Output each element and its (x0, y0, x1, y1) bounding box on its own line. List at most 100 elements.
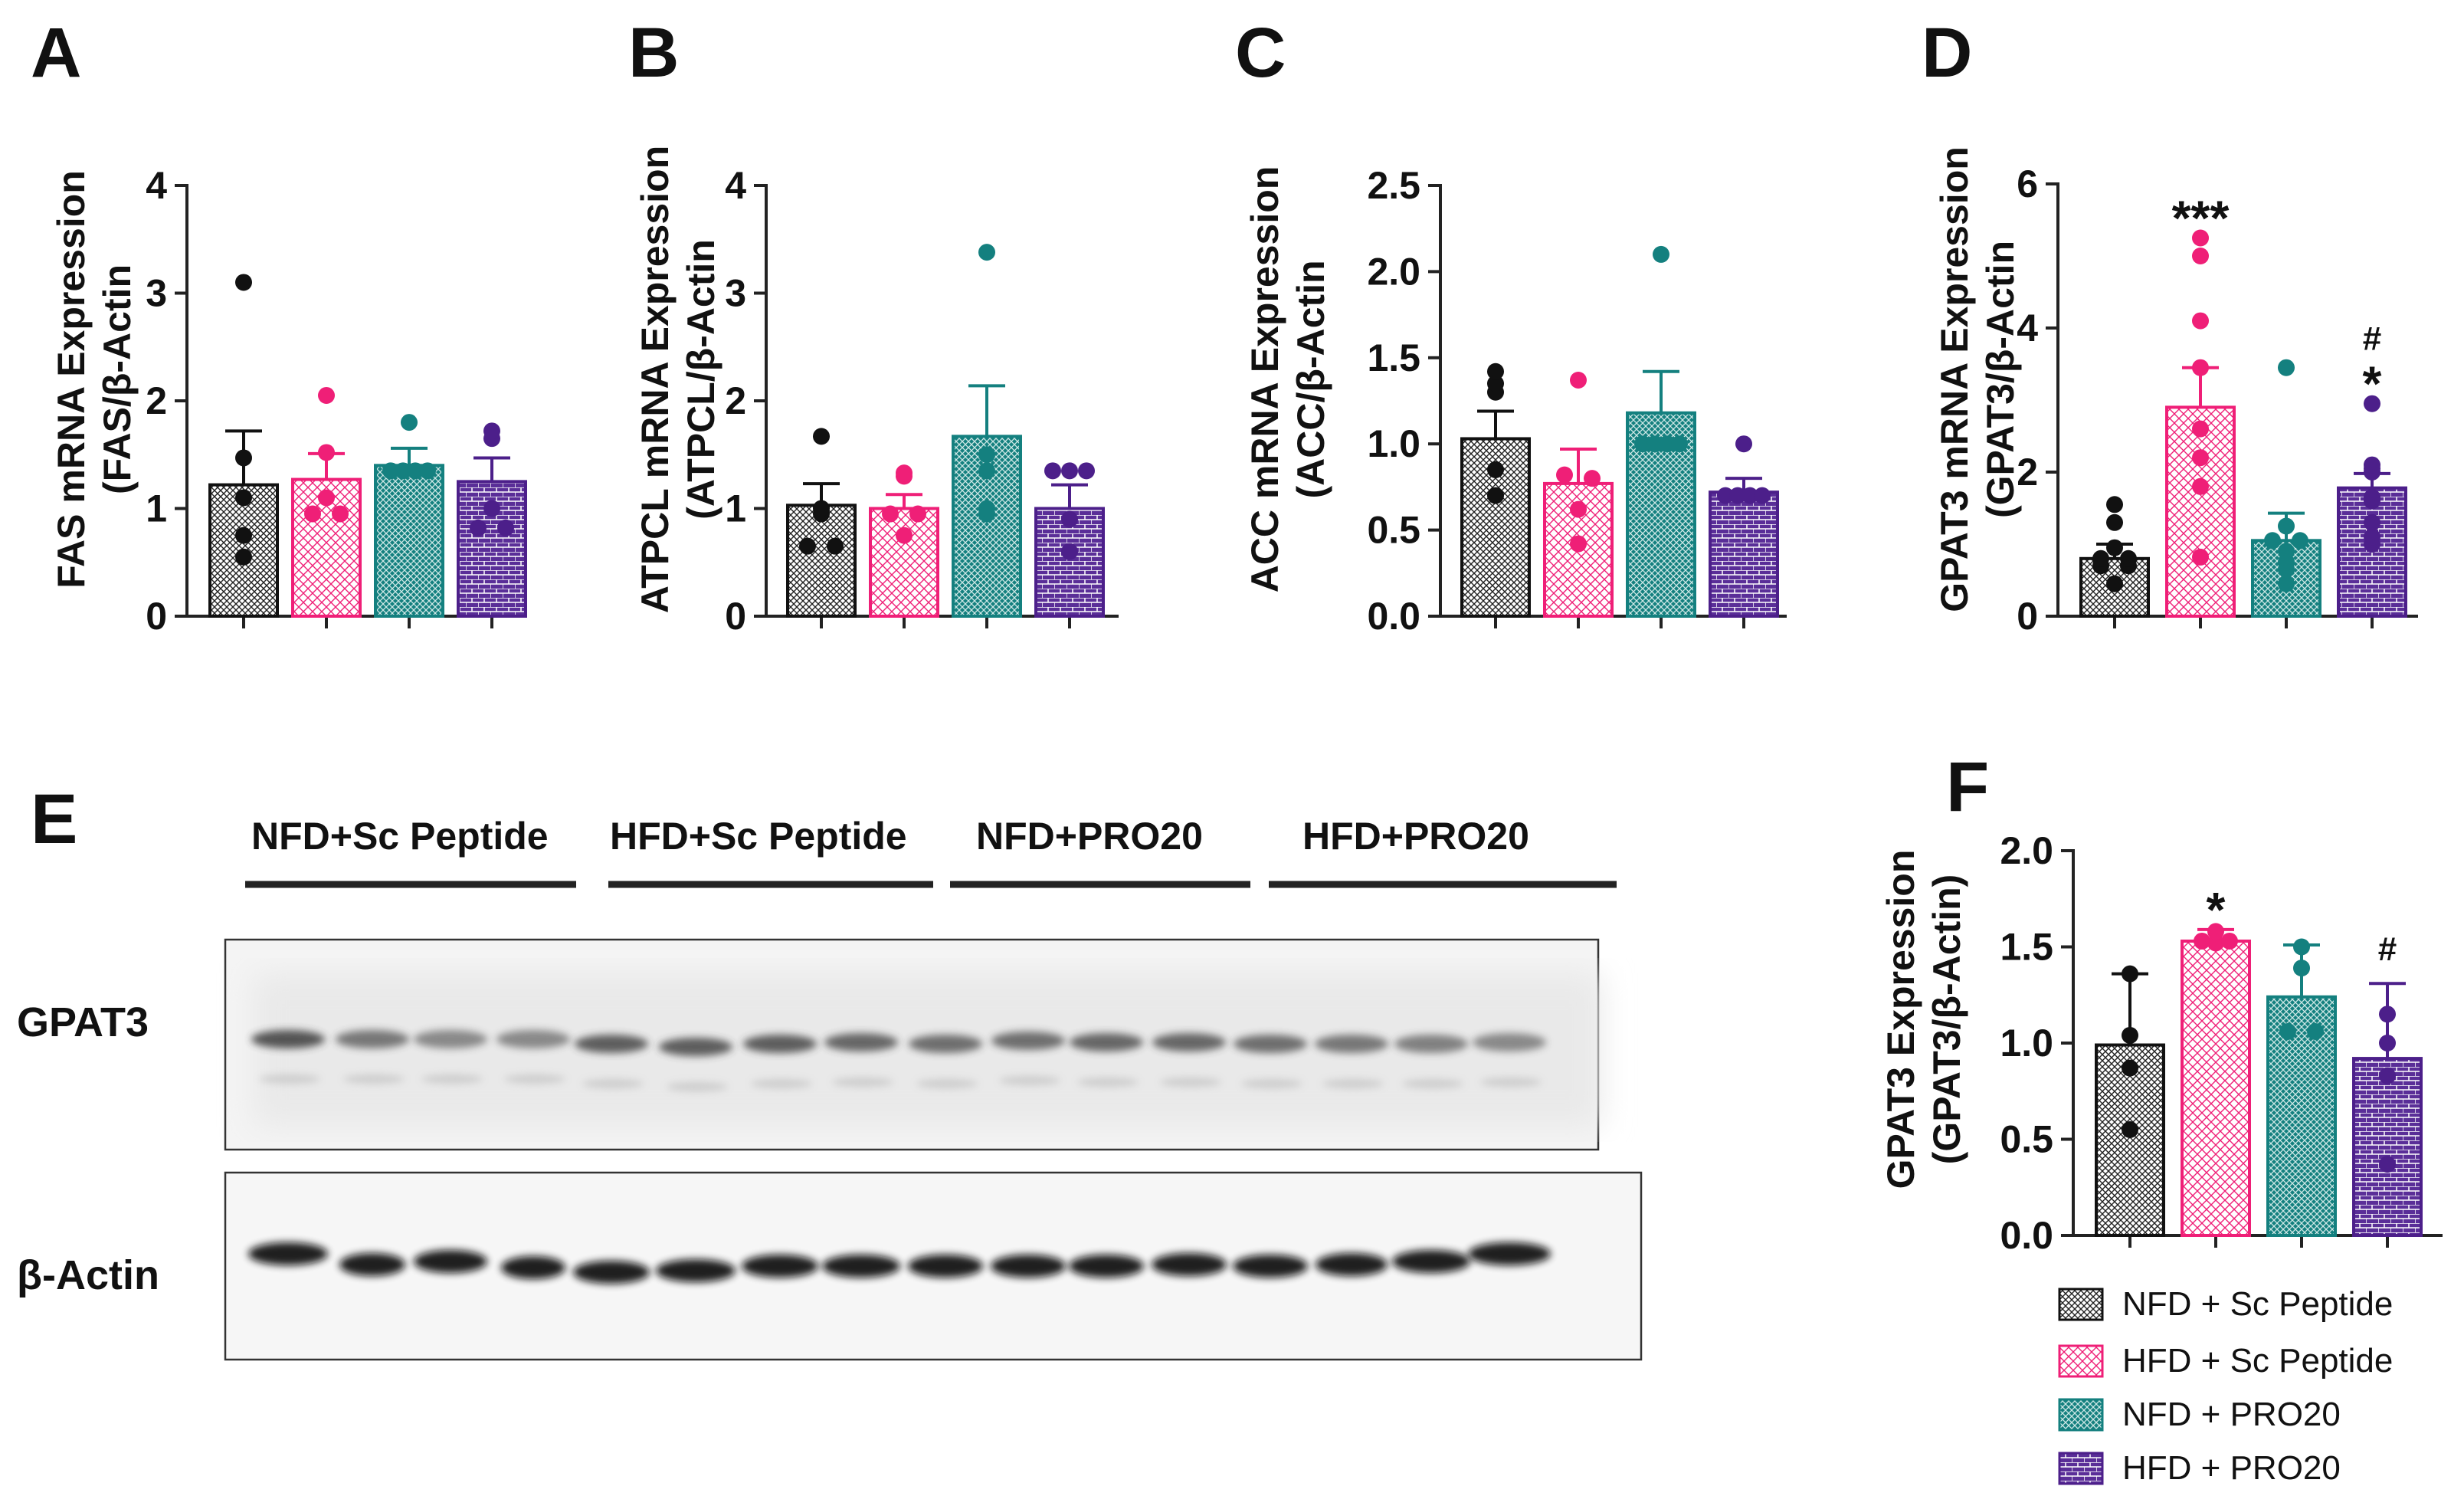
y-tick-label-f: 2.0 (2000, 829, 2053, 872)
data-point-f-2 (2221, 932, 2238, 950)
ylabel-a-line1: FAS mRNA Expression (50, 170, 93, 589)
y-tick-label-b: 2 (725, 379, 746, 422)
data-point-b-4 (1061, 510, 1078, 528)
data-point-c-3 (1671, 435, 1688, 453)
data-point-f-1 (2122, 965, 2138, 983)
data-point-c-2 (1556, 466, 1573, 484)
data-point-b-4 (1061, 543, 1078, 560)
data-point-b-4 (1044, 462, 1061, 480)
significance-label-d: *** (2172, 191, 2230, 246)
data-point-a-2 (318, 386, 335, 404)
data-point-c-2 (1570, 535, 1587, 553)
data-point-a-2 (332, 505, 349, 523)
data-point-c-3 (1646, 435, 1663, 453)
blot-band-actin (573, 1261, 650, 1284)
data-point-b-3 (978, 244, 995, 261)
blot-band-gpat3 (991, 1032, 1065, 1050)
blot-band-actin (1069, 1255, 1144, 1278)
y-tick-label-a: 0 (146, 595, 167, 638)
data-point-c-1 (1487, 363, 1504, 380)
panel-letter-a: A (31, 14, 81, 92)
blot-group-label-1: NFD+Sc Peptide (251, 815, 549, 858)
data-point-d-2 (2192, 477, 2209, 495)
data-point-c-3 (1653, 245, 1669, 263)
y-tick-label-d: 2 (2017, 451, 2038, 494)
data-point-b-1 (813, 428, 830, 445)
chart-f: 0.0 0.5 1.0 1.5 2.0 * # (2000, 829, 2443, 1257)
blot-band-gpat3-faint (343, 1074, 405, 1084)
blot-band-gpat3 (1473, 1033, 1546, 1051)
bar-d-2 (2165, 405, 2236, 618)
data-point-c-2 (1584, 470, 1601, 487)
y-tick-label-c: 1.0 (1367, 422, 1420, 465)
data-point-f-1 (2122, 1120, 2138, 1138)
y-tick-label-a: 4 (146, 164, 167, 207)
y-tick-label-f: 0.5 (2000, 1118, 2053, 1161)
data-point-a-2 (318, 444, 335, 461)
data-point-b-4 (1078, 462, 1095, 480)
significance-label-d: * (2363, 356, 2382, 412)
data-point-c-4 (1735, 435, 1752, 453)
data-point-f-4 (2379, 1035, 2396, 1051)
ylabel-b-line1: ATPCL mRNA Expression (634, 146, 677, 613)
data-point-d-2 (2192, 312, 2209, 330)
western-blot: NFD+Sc Peptide HFD+Sc Peptide NFD+PRO20 … (17, 815, 1643, 1361)
panel-letter-b: B (628, 14, 679, 92)
data-point-c-1 (1487, 487, 1504, 504)
data-point-c-3 (1659, 435, 1676, 453)
data-point-c-3 (1634, 435, 1651, 453)
data-point-a-1 (235, 449, 252, 467)
data-point-f-4 (2379, 1067, 2396, 1084)
blot-band-gpat3 (824, 1033, 898, 1051)
data-point-a-3 (395, 462, 411, 480)
blot-band-gpat3 (336, 1030, 409, 1048)
panel-letter-c: C (1235, 14, 1286, 92)
data-point-a-3 (407, 462, 424, 480)
blot-row-label-gpat3: GPAT3 (17, 999, 149, 1045)
data-point-f-3 (2307, 1022, 2324, 1040)
ylabel-f-line2: (GPAT3/β-Actin) (1925, 874, 1968, 1165)
data-point-c-2 (1570, 500, 1587, 518)
bar-b-1 (786, 504, 857, 618)
bar-f-4 (2352, 1057, 2423, 1237)
data-point-d-3 (2278, 543, 2295, 560)
blot-band-gpat3-faint (1241, 1079, 1302, 1088)
y-tick-label-d: 0 (2017, 595, 2038, 638)
blot-band-gpat3-faint (832, 1078, 893, 1087)
blot-band-actin (991, 1255, 1066, 1278)
blot-band-gpat3-faint (916, 1079, 978, 1088)
data-point-f-3 (2293, 960, 2310, 977)
legend-label-nfd-sc: NFD + Sc Peptide (2122, 1285, 2393, 1323)
data-point-f-4 (2379, 1156, 2396, 1173)
ylabel-c-line1: ACC mRNA Expression (1243, 166, 1286, 593)
blot-band-actin (656, 1259, 736, 1282)
blot-band-gpat3-faint (1480, 1078, 1542, 1087)
data-point-c-4 (1729, 487, 1746, 504)
data-point-b-1 (827, 537, 844, 555)
data-point-f-4 (2379, 1006, 2396, 1023)
data-point-d-1 (2106, 496, 2123, 513)
blot-band-gpat3-faint (1160, 1078, 1221, 1087)
data-point-b-1 (813, 500, 830, 517)
data-point-b-2 (909, 505, 926, 523)
blot-group-label-4: HFD+PRO20 (1302, 815, 1529, 858)
y-tick-label-f: 0.0 (2000, 1214, 2053, 1257)
bar-b-2 (869, 507, 939, 618)
data-point-d-1 (2120, 550, 2137, 567)
data-point-d-2 (2192, 548, 2209, 566)
y-tick-label-c: 1.5 (1367, 336, 1420, 379)
blot-band-gpat3 (496, 1030, 570, 1048)
blot-band-actin (501, 1256, 565, 1279)
blot-band-actin (1392, 1250, 1470, 1273)
data-point-b-2 (896, 464, 913, 482)
data-point-f-3 (2293, 938, 2310, 956)
blot-band-actin (339, 1253, 405, 1276)
ylabel-c-line2: (ACC/β-Actin (1289, 260, 1332, 498)
data-point-c-2 (1570, 372, 1587, 389)
data-point-a-1 (235, 527, 252, 544)
y-tick-label-b: 0 (725, 595, 746, 638)
data-point-d-2 (2192, 420, 2209, 438)
bar-f-1 (2095, 1043, 2165, 1238)
